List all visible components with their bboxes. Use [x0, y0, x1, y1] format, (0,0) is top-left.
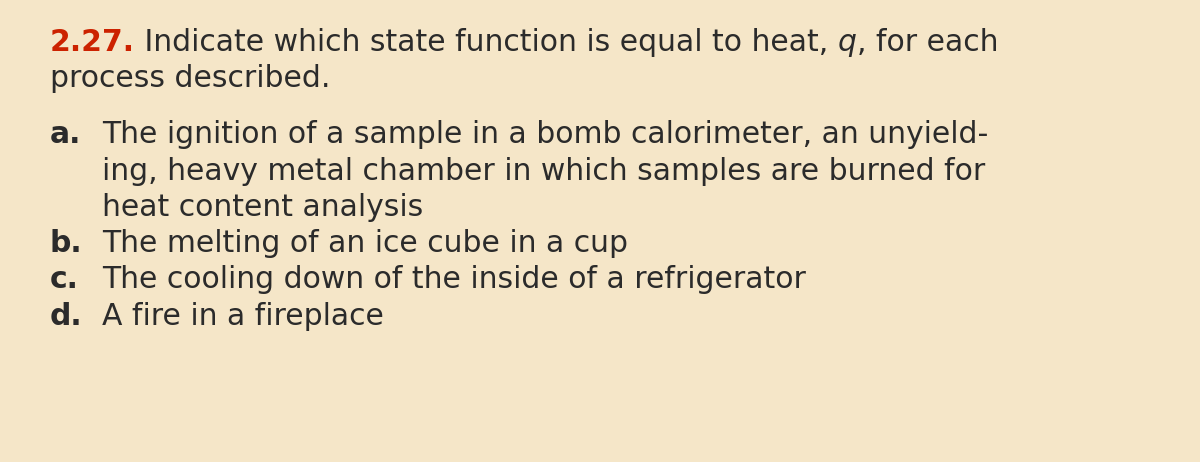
- Text: A fire in a fireplace: A fire in a fireplace: [102, 302, 384, 331]
- Text: 2.27.: 2.27.: [50, 28, 134, 57]
- Text: Indicate which state function is equal to heat,: Indicate which state function is equal t…: [134, 28, 838, 57]
- Text: The ignition of a sample in a bomb calorimeter, an unyield-: The ignition of a sample in a bomb calor…: [102, 121, 989, 149]
- Text: c.: c.: [50, 266, 79, 294]
- Text: b.: b.: [50, 229, 83, 258]
- Text: The cooling down of the inside of a refrigerator: The cooling down of the inside of a refr…: [102, 266, 806, 294]
- Text: The melting of an ice cube in a cup: The melting of an ice cube in a cup: [102, 229, 628, 258]
- Text: q: q: [838, 28, 857, 57]
- Text: process described.: process described.: [50, 64, 330, 93]
- Text: ing, heavy metal chamber in which samples are burned for: ing, heavy metal chamber in which sample…: [102, 157, 985, 186]
- Text: d.: d.: [50, 302, 83, 331]
- Text: heat content analysis: heat content analysis: [102, 193, 424, 222]
- Text: , for each: , for each: [857, 28, 998, 57]
- Text: a.: a.: [50, 121, 82, 149]
